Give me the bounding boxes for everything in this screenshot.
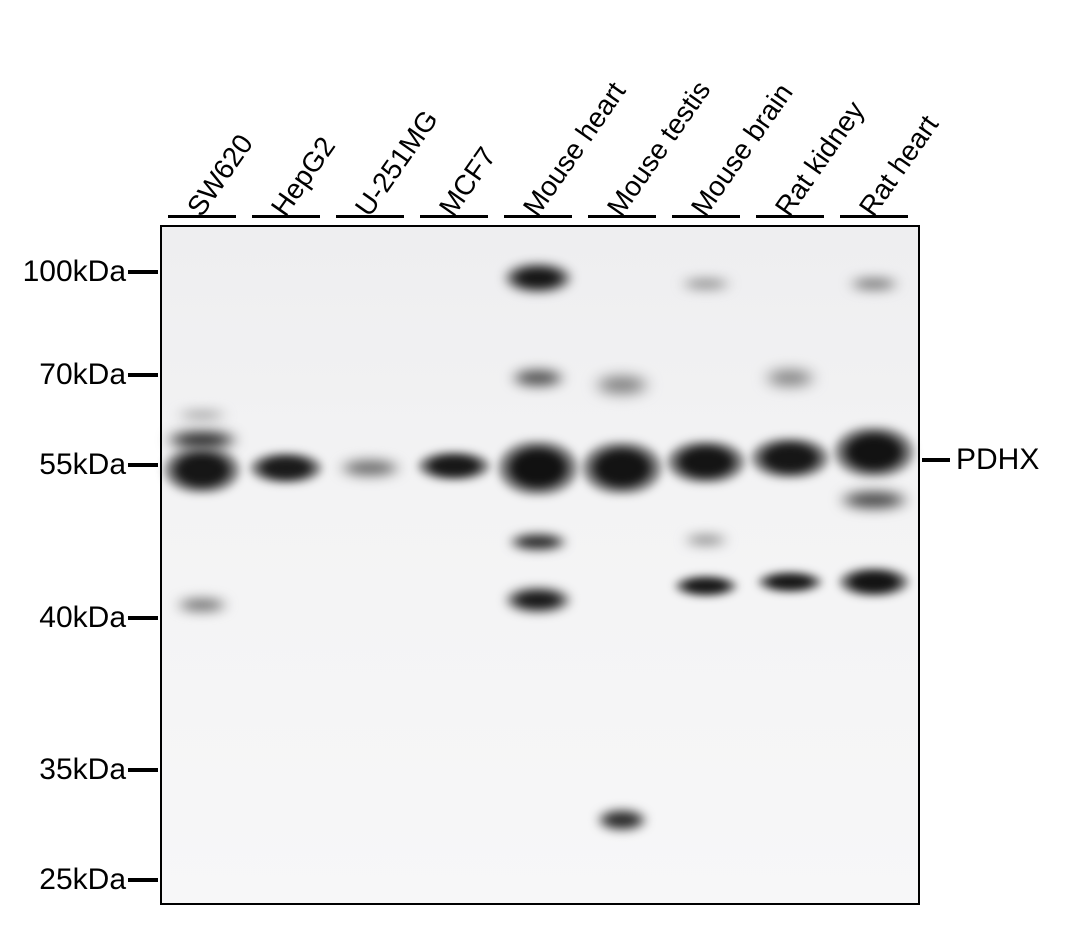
mw-marker-tick [128,463,158,467]
lane-label: U-251MG [349,104,445,222]
target-protein-label: PDHX [956,443,1039,477]
mw-marker-tick [128,270,158,274]
mw-marker-label: 25kDa [0,863,126,897]
target-tick [922,458,950,462]
blot-band [674,575,738,597]
mw-marker-tick [128,878,158,882]
blot-band [681,279,731,289]
blot-band [594,375,650,395]
blot-band [249,452,323,484]
mw-marker-label: 40kDa [0,601,126,635]
mw-marker-tick [128,373,158,377]
western-blot-figure: SW620HepG2U-251MGMCF7Mouse heartMouse te… [0,0,1080,940]
blot-band [177,411,227,419]
blot-band [838,567,910,597]
mw-marker-label: 100kDa [0,255,126,289]
blot-band [666,440,746,484]
blot-band [509,533,567,551]
lane-label: SW620 [181,129,260,223]
blot-membrane-frame [160,225,920,905]
blot-band [166,430,238,450]
blot-band [511,369,565,387]
blot-band [163,446,241,494]
lane-label: MCF7 [433,141,503,222]
blot-band [505,587,571,613]
blot-band [339,459,401,477]
lane-label: Rat heart [853,109,945,222]
blot-membrane-bg [162,227,918,903]
mw-marker-label: 35kDa [0,753,126,787]
blot-band [764,369,816,387]
blot-band [757,571,823,593]
blot-band [849,278,899,290]
blot-band [750,437,830,479]
blot-band [597,809,647,831]
mw-marker-tick [128,616,158,620]
blot-band [833,426,915,478]
lane-label: HepG2 [265,131,342,222]
blot-band [176,598,228,612]
blot-band [504,263,572,293]
mw-marker-label: 55kDa [0,448,126,482]
blot-band [417,451,491,481]
mw-marker-label: 70kDa [0,358,126,392]
blot-band [581,441,663,495]
mw-marker-tick [128,768,158,772]
blot-band [839,490,909,510]
blot-band [684,535,728,545]
blot-band [497,440,579,496]
